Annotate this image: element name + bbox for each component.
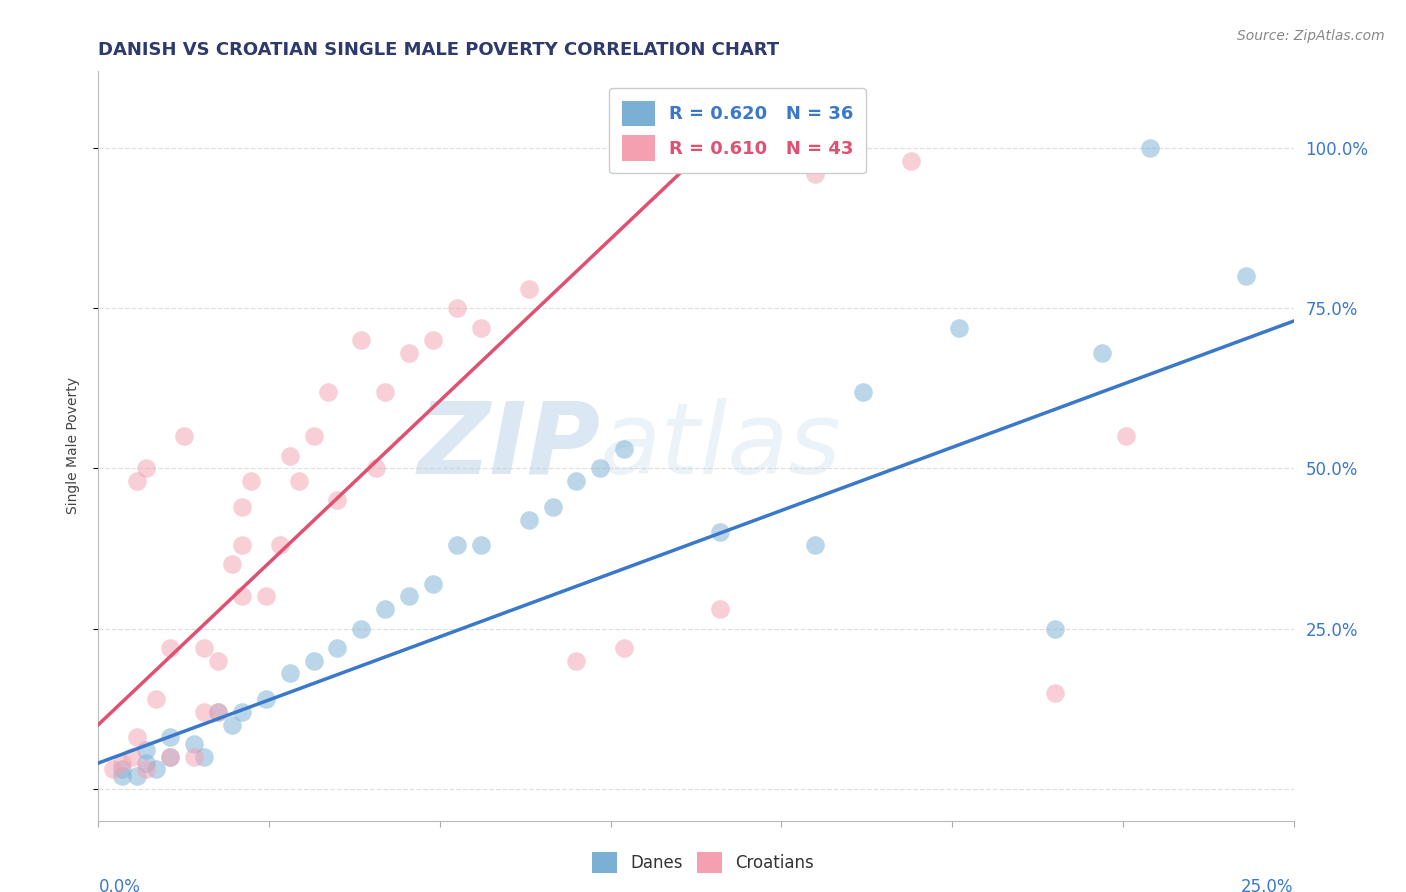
Point: [316, 384, 339, 399]
Point: [254, 590, 277, 604]
Point: [948, 320, 970, 334]
Point: [541, 500, 564, 514]
Point: [398, 590, 420, 604]
Point: [470, 538, 492, 552]
Text: DANISH VS CROATIAN SINGLE MALE POVERTY CORRELATION CHART: DANISH VS CROATIAN SINGLE MALE POVERTY C…: [98, 41, 779, 59]
Text: 0.0%: 0.0%: [98, 879, 141, 892]
Point: [125, 474, 148, 488]
Point: [470, 320, 492, 334]
Point: [207, 705, 229, 719]
Point: [278, 666, 301, 681]
Point: [709, 525, 731, 540]
Point: [350, 334, 373, 348]
Point: [121, 749, 143, 764]
Point: [125, 769, 148, 783]
Point: [111, 769, 134, 783]
Point: [288, 474, 311, 488]
Point: [1139, 141, 1161, 155]
Point: [1091, 346, 1114, 360]
Point: [709, 602, 731, 616]
Point: [804, 167, 827, 181]
Point: [517, 282, 540, 296]
Point: [302, 429, 325, 443]
Text: ZIP: ZIP: [418, 398, 600, 494]
Point: [221, 558, 243, 572]
Point: [446, 301, 468, 316]
Point: [900, 154, 922, 169]
Point: [173, 429, 195, 443]
Point: [193, 749, 215, 764]
Point: [145, 763, 167, 777]
Point: [613, 640, 636, 655]
Point: [350, 622, 373, 636]
Point: [589, 461, 612, 475]
Text: 25.0%: 25.0%: [1241, 879, 1294, 892]
Point: [565, 474, 588, 488]
Point: [364, 461, 387, 475]
Text: atlas: atlas: [600, 398, 842, 494]
Point: [231, 705, 253, 719]
Point: [374, 602, 396, 616]
Point: [159, 731, 181, 745]
Point: [193, 705, 215, 719]
Point: [231, 538, 253, 552]
Point: [326, 493, 349, 508]
Point: [254, 692, 277, 706]
Point: [135, 743, 157, 757]
Point: [804, 538, 827, 552]
Point: [135, 461, 157, 475]
Point: [1043, 622, 1066, 636]
Point: [135, 756, 157, 770]
Point: [183, 737, 205, 751]
Point: [193, 640, 215, 655]
Point: [111, 763, 134, 777]
Point: [517, 513, 540, 527]
Point: [125, 731, 148, 745]
Point: [1234, 269, 1257, 284]
Point: [135, 763, 157, 777]
Point: [269, 538, 291, 552]
Point: [221, 717, 243, 731]
Y-axis label: Single Male Poverty: Single Male Poverty: [66, 377, 80, 515]
Point: [231, 590, 253, 604]
Point: [422, 576, 444, 591]
Point: [159, 640, 181, 655]
Point: [613, 442, 636, 457]
Point: [565, 654, 588, 668]
Text: Source: ZipAtlas.com: Source: ZipAtlas.com: [1237, 29, 1385, 43]
Point: [207, 705, 229, 719]
Point: [183, 749, 205, 764]
Point: [207, 654, 229, 668]
Point: [1043, 685, 1066, 699]
Legend: Danes, Croatians: Danes, Croatians: [586, 846, 820, 880]
Point: [302, 654, 325, 668]
Point: [278, 449, 301, 463]
Legend: R = 0.620   N = 36, R = 0.610   N = 43: R = 0.620 N = 36, R = 0.610 N = 43: [609, 88, 866, 173]
Point: [852, 384, 875, 399]
Point: [159, 749, 181, 764]
Point: [422, 334, 444, 348]
Point: [374, 384, 396, 399]
Point: [101, 763, 124, 777]
Point: [231, 500, 253, 514]
Point: [1115, 429, 1137, 443]
Point: [326, 640, 349, 655]
Point: [145, 692, 167, 706]
Point: [446, 538, 468, 552]
Point: [240, 474, 263, 488]
Point: [398, 346, 420, 360]
Point: [159, 749, 181, 764]
Point: [111, 756, 134, 770]
